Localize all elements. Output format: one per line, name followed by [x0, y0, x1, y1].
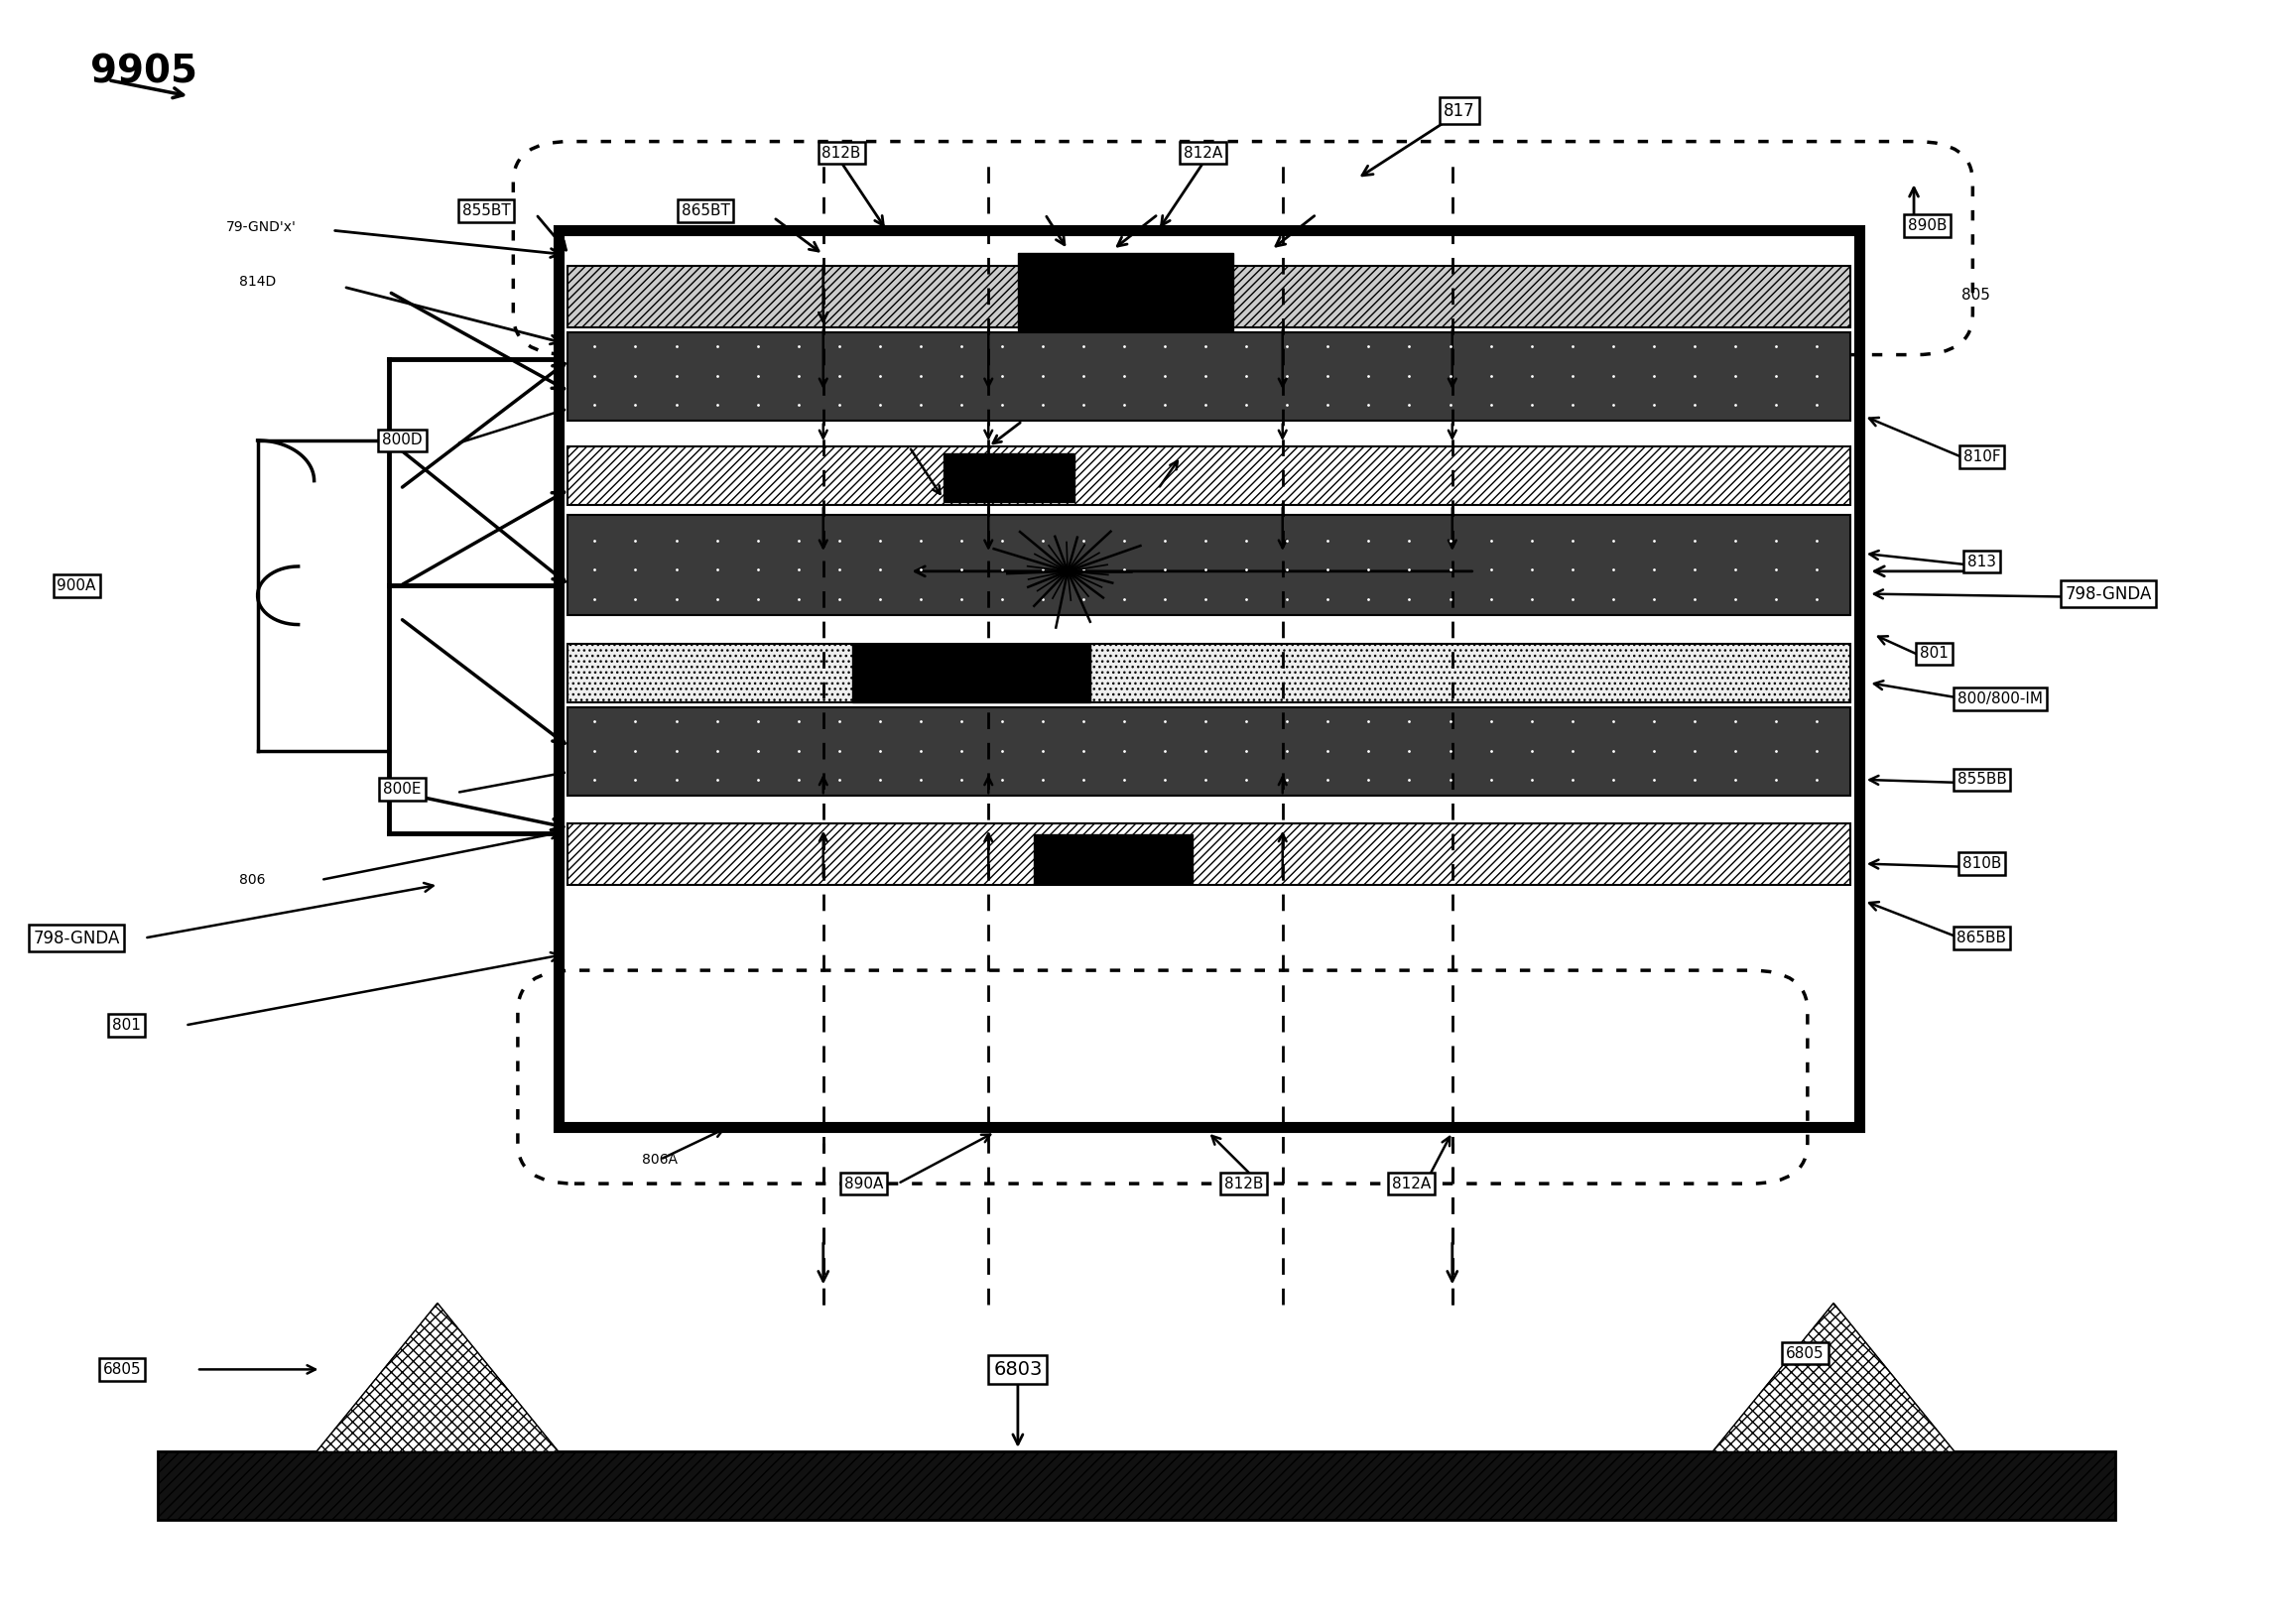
Text: 798-GNDA: 798-GNDA: [2064, 585, 2153, 603]
Text: 9905: 9905: [91, 52, 198, 91]
Bar: [852, 645, 1090, 702]
Bar: [568, 515, 1851, 615]
Text: 855BB: 855BB: [1958, 773, 2008, 788]
Text: 800/800-IM: 800/800-IM: [1958, 692, 2042, 706]
Text: 900A: 900A: [57, 578, 95, 593]
Text: 800E: 800E: [384, 781, 422, 797]
Text: 814D: 814D: [238, 274, 277, 289]
Text: 801: 801: [111, 1018, 141, 1033]
Text: 6805: 6805: [1785, 1346, 1824, 1361]
Polygon shape: [1712, 1302, 1955, 1452]
Bar: [568, 823, 1851, 885]
Bar: [1017, 253, 1233, 331]
Text: 805: 805: [1962, 287, 1989, 302]
Text: 812A: 812A: [1183, 145, 1222, 161]
Bar: [568, 333, 1851, 421]
Bar: [568, 266, 1851, 328]
Polygon shape: [316, 1302, 559, 1452]
Bar: [1033, 835, 1192, 883]
Text: 812B: 812B: [1224, 1176, 1263, 1190]
Bar: [568, 645, 1851, 702]
Bar: [559, 231, 1860, 1127]
Text: 890A: 890A: [845, 1176, 883, 1190]
Text: 810B: 810B: [1962, 856, 2001, 870]
Polygon shape: [316, 1302, 559, 1452]
Text: 890B: 890B: [1908, 218, 1946, 232]
Bar: [568, 447, 1851, 505]
Text: 812B: 812B: [822, 145, 861, 161]
Text: 865BT: 865BT: [681, 203, 729, 218]
Text: 806: 806: [238, 874, 266, 887]
Text: 806A: 806A: [643, 1153, 679, 1166]
Text: 865BB: 865BB: [1958, 931, 2008, 945]
Polygon shape: [1712, 1302, 1955, 1452]
Bar: [159, 1452, 2114, 1520]
Text: 813: 813: [1967, 554, 1996, 568]
Text: 855BT: 855BT: [461, 203, 511, 218]
Text: 810F: 810F: [1962, 450, 2001, 464]
Text: 801: 801: [1919, 646, 1949, 661]
Text: 79-GND'x': 79-GND'x': [225, 221, 295, 234]
Bar: [568, 706, 1851, 796]
Text: 800D: 800D: [382, 434, 422, 448]
Bar: [942, 453, 1074, 502]
Text: 812A: 812A: [1392, 1176, 1431, 1190]
Text: 6803: 6803: [992, 1359, 1042, 1379]
Text: 6805: 6805: [102, 1363, 141, 1377]
Text: 798-GNDA: 798-GNDA: [34, 929, 120, 947]
Text: 817: 817: [1444, 102, 1474, 120]
